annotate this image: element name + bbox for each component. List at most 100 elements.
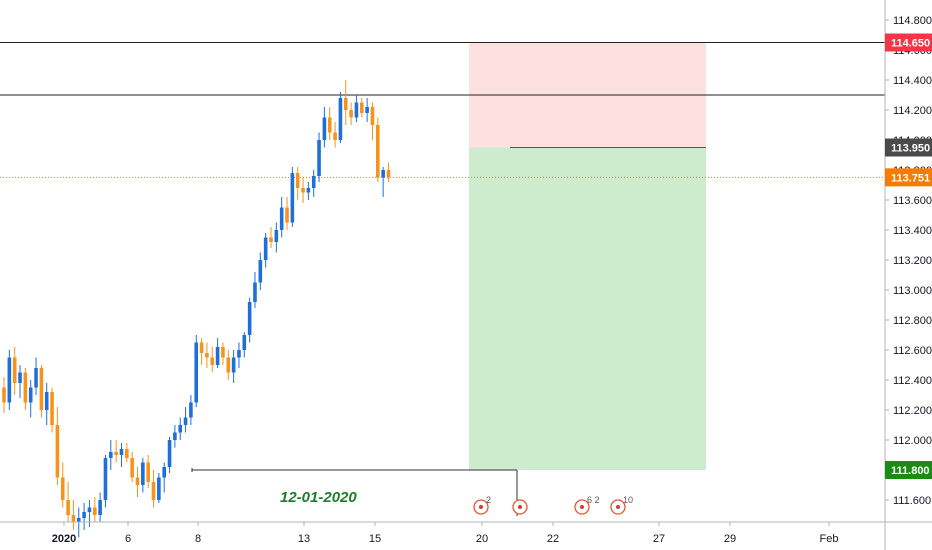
price-tick-label: 112.200 (893, 405, 932, 417)
candle (317, 132, 321, 182)
candle-body (199, 342, 204, 353)
candle (39, 365, 44, 418)
price-badge-label: 113.751 (891, 172, 930, 184)
candle (247, 297, 252, 343)
event-dot (479, 505, 483, 509)
candle-body (333, 132, 337, 140)
event-count: 2 (486, 495, 491, 505)
candle-body (242, 335, 247, 350)
candle-body (183, 417, 188, 425)
candle (359, 98, 364, 118)
candle-body (311, 176, 316, 188)
candle-body (28, 387, 33, 403)
price-axis[interactable]: 114.800114.600114.400114.200114.000113.8… (884, 0, 932, 550)
candle (60, 462, 65, 508)
candle (210, 347, 215, 373)
candle (146, 455, 150, 488)
candle-body (82, 512, 86, 518)
candle (370, 102, 375, 140)
candle-body (162, 467, 166, 478)
candle (162, 462, 166, 493)
candle (365, 98, 369, 122)
time-axis[interactable]: 2020 6 8 13 15 20 22 27 29 Feb (0, 521, 932, 545)
candle-body (157, 477, 161, 500)
candle (381, 167, 385, 197)
time-tick-label: 27 (653, 533, 665, 545)
candle (322, 107, 327, 148)
candle-body (98, 500, 102, 515)
candle (109, 440, 113, 470)
candle-body (92, 507, 97, 515)
price-badge (885, 33, 932, 52)
candle (327, 107, 332, 140)
event-count: 6 2 (587, 495, 600, 505)
candle-body (295, 173, 300, 188)
candle (199, 338, 204, 365)
time-tick-label: 2020 (52, 533, 76, 545)
price-badge-label: 111.800 (891, 465, 930, 477)
candle-body (60, 477, 65, 500)
candle (18, 365, 22, 398)
candle (354, 95, 359, 122)
candle (311, 170, 316, 197)
event-marker[interactable]: 10 (610, 495, 633, 515)
price-tick-label: 112.400 (893, 375, 932, 387)
price-tick-label: 113.000 (893, 285, 932, 297)
candle (34, 357, 38, 395)
candle-body (237, 350, 241, 358)
candle-body (7, 357, 12, 403)
candle-body (215, 347, 220, 365)
candle-body (247, 302, 252, 335)
candle (23, 368, 28, 410)
candle-body (141, 462, 145, 485)
candle-body (34, 368, 38, 388)
candle-body (338, 98, 343, 140)
event-marker[interactable]: 2 (473, 495, 491, 515)
candle-body (135, 477, 140, 485)
candle (333, 122, 337, 148)
candle-body (12, 357, 17, 383)
candle-body (269, 237, 273, 242)
candle (71, 500, 76, 530)
candle (119, 443, 124, 467)
candle (135, 467, 140, 497)
economic-events[interactable]: 2 6 2 10 (473, 495, 633, 515)
candle (279, 197, 284, 238)
long-position-tool[interactable] (469, 42, 706, 471)
candle (130, 452, 134, 482)
date-annotation[interactable]: 12-01-2020 (280, 489, 357, 506)
candle-body (151, 482, 156, 500)
price-tick-label: 113.400 (893, 225, 932, 237)
candle (242, 332, 247, 358)
candle (66, 482, 70, 523)
candle (376, 117, 380, 182)
candle (28, 380, 33, 418)
candle (253, 272, 257, 308)
candle-body (359, 102, 364, 113)
candle-body (189, 402, 193, 418)
candle (189, 395, 193, 425)
price-tick-label: 113.600 (893, 195, 932, 207)
candle (338, 92, 343, 143)
price-badge-label: 113.950 (891, 143, 930, 155)
candle (50, 387, 54, 433)
candles[interactable] (2, 80, 391, 538)
candle-body (103, 458, 108, 500)
candle (98, 492, 102, 523)
candle (290, 167, 295, 227)
candle (285, 197, 289, 230)
price-tick-label: 112.600 (893, 345, 932, 357)
event-dot (616, 505, 620, 509)
time-tick-label: 29 (724, 533, 736, 545)
price-tick-label: 114.200 (893, 105, 932, 117)
candle (125, 443, 129, 463)
event-marker[interactable]: 6 2 (574, 495, 600, 515)
candle (92, 497, 97, 523)
candle-body (354, 102, 359, 118)
candle-body (253, 282, 257, 302)
horizontal-lines[interactable] (0, 42, 885, 178)
event-count: 10 (623, 495, 633, 505)
event-marker[interactable] (512, 499, 528, 515)
candle (226, 350, 231, 380)
